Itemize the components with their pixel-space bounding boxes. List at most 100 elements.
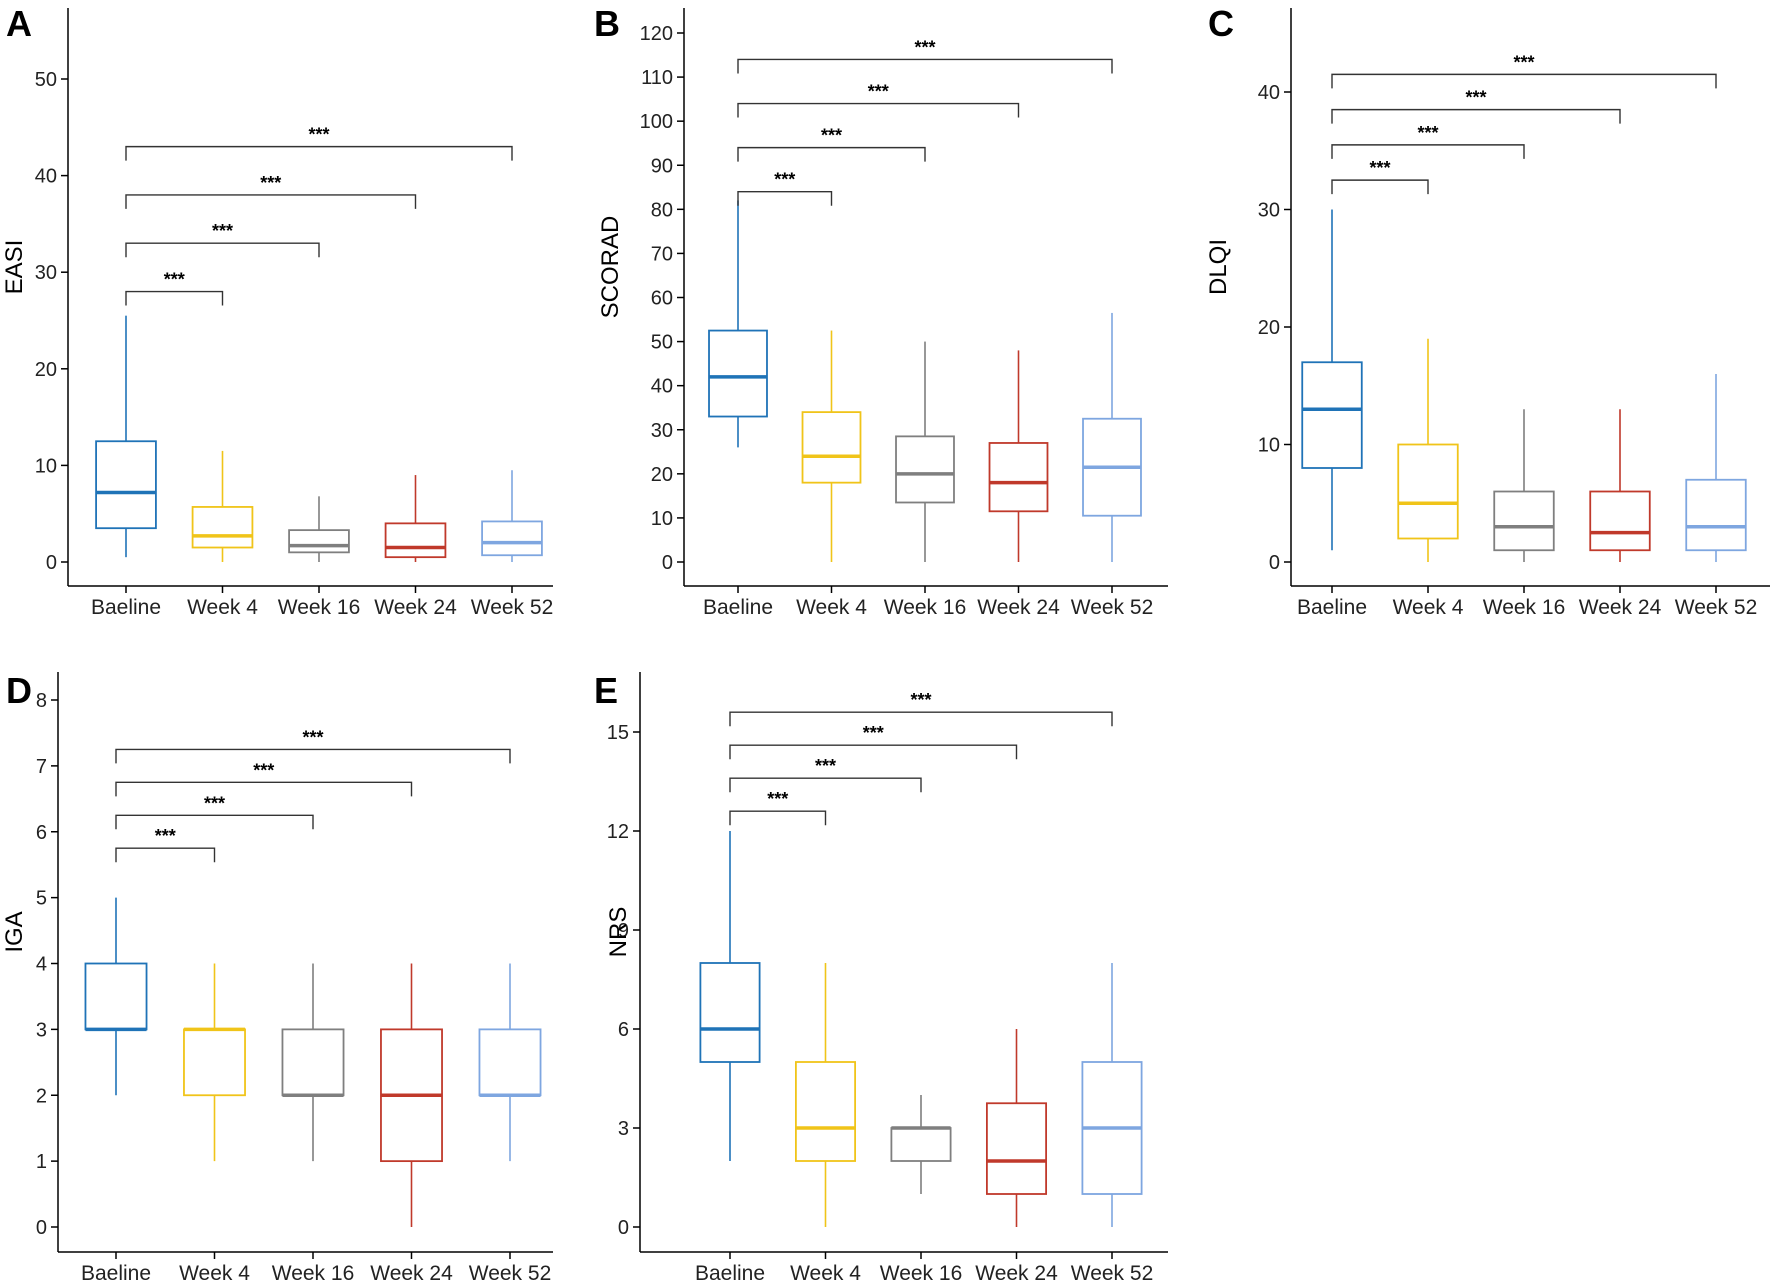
box-4 xyxy=(988,350,1049,562)
significance-label: *** xyxy=(308,125,329,145)
box-3 xyxy=(288,496,350,562)
significance-label: *** xyxy=(204,793,225,813)
bracket-line xyxy=(737,191,833,206)
significance-label: *** xyxy=(910,690,931,710)
bracket-line xyxy=(729,777,922,793)
bracket-line xyxy=(737,58,1113,74)
significance-bracket-2: *** xyxy=(115,793,314,830)
y-tick-label: 20 xyxy=(1258,317,1280,339)
bracket-line xyxy=(1331,73,1717,89)
iqr-box xyxy=(1685,478,1747,552)
box-3 xyxy=(890,1095,952,1194)
significance-label: *** xyxy=(815,756,836,776)
significance-label: *** xyxy=(1417,123,1438,143)
x-tick-label: Week 16 xyxy=(884,596,967,619)
x-tick-label: Week 24 xyxy=(370,1262,453,1285)
y-tick-label: 3 xyxy=(36,1019,47,1041)
y-tick-label: 0 xyxy=(1269,552,1280,574)
x-tick-label: Week 4 xyxy=(790,1262,861,1285)
iqr-box xyxy=(794,1061,857,1162)
box-1 xyxy=(95,315,157,558)
significance-bracket-3: *** xyxy=(115,760,413,797)
y-tick-label: 30 xyxy=(1258,200,1280,222)
y-tick-label: 10 xyxy=(1258,435,1280,457)
panel-letter: D xyxy=(6,670,32,711)
significance-label: *** xyxy=(302,727,323,747)
x-tick-label: Week 52 xyxy=(1675,596,1758,619)
y-tick-label: 0 xyxy=(662,552,673,574)
x-tick-label: Baeline xyxy=(81,1262,151,1285)
panel-a: A 0 10 20 30 40 50 EASI Baeline Week 4 Week 16 Week… xyxy=(1,3,553,619)
box-3 xyxy=(281,963,345,1162)
x-tick-label: Week 52 xyxy=(471,596,554,619)
significance-label: *** xyxy=(1369,158,1390,178)
y-tick-label: 5 xyxy=(36,888,47,910)
iqr-box xyxy=(481,520,543,557)
iqr-box xyxy=(183,1028,246,1097)
significance-bracket-4: *** xyxy=(1331,52,1717,89)
significance-bracket-1: *** xyxy=(737,170,833,206)
box-1 xyxy=(1301,209,1363,551)
iqr-box xyxy=(1493,490,1555,552)
x-tick-label: Week 16 xyxy=(1483,596,1566,619)
iqr-box xyxy=(288,529,350,554)
bracket-line xyxy=(125,194,417,209)
significance-bracket-4: *** xyxy=(125,125,513,161)
significance-label: *** xyxy=(767,789,788,809)
significance-bracket-2: *** xyxy=(125,221,320,258)
y-tick-label: 40 xyxy=(1258,82,1280,104)
x-tick-label: Week 24 xyxy=(374,596,457,619)
bracket-line xyxy=(737,146,926,162)
box-2 xyxy=(191,450,254,562)
y-tick-label: 0 xyxy=(36,1217,47,1239)
y-tick-label: 3 xyxy=(618,1118,629,1140)
y-axis-title: IGA xyxy=(1,911,28,952)
x-tick-label: Week 4 xyxy=(1393,596,1464,619)
iqr-box xyxy=(478,1028,542,1097)
y-axis-title: DLQI xyxy=(1205,239,1232,295)
box-4 xyxy=(1589,409,1651,562)
significance-bracket-2: *** xyxy=(1331,123,1525,159)
x-tick-label: Week 4 xyxy=(187,596,258,619)
significance-label: *** xyxy=(260,173,281,193)
panel-e: E 0 3 6 9 12 15 NRS Baeline Week 4 Week 16 Week 24 W… xyxy=(594,670,1168,1285)
iqr-box xyxy=(281,1028,345,1097)
significance-label: *** xyxy=(863,723,884,743)
significance-label: *** xyxy=(774,170,795,190)
significance-label: *** xyxy=(868,82,889,102)
iqr-box xyxy=(988,442,1049,513)
x-tick-label: Week 52 xyxy=(1071,1262,1154,1285)
box-1 xyxy=(699,831,761,1161)
significance-bracket-1: *** xyxy=(1331,158,1429,195)
bracket-line xyxy=(729,744,1018,760)
y-tick-label: 1 xyxy=(36,1151,47,1173)
y-axis-title: EASI xyxy=(1,240,28,295)
significance-label: *** xyxy=(914,37,935,57)
x-tick-label: Week 4 xyxy=(179,1262,250,1285)
significance-bracket-1: *** xyxy=(115,826,216,863)
y-tick-label: 20 xyxy=(651,464,673,486)
y-tick-label: 2 xyxy=(36,1085,47,1107)
significance-bracket-1: *** xyxy=(125,270,224,306)
y-tick-label: 7 xyxy=(36,756,47,778)
significance-bracket-3: *** xyxy=(729,723,1018,760)
significance-bracket-2: *** xyxy=(729,756,922,793)
box-5 xyxy=(1685,374,1747,562)
bracket-line xyxy=(125,242,320,258)
y-tick-label: 90 xyxy=(651,155,673,177)
y-tick-label: 8 xyxy=(36,690,47,712)
box-5 xyxy=(481,470,543,562)
bracket-line xyxy=(125,145,513,161)
y-tick-label: 80 xyxy=(651,199,673,221)
x-tick-label: Baeline xyxy=(695,1262,765,1285)
box-2 xyxy=(794,963,857,1227)
y-tick-label: 15 xyxy=(607,722,629,744)
box-2 xyxy=(801,330,862,562)
box-2 xyxy=(183,963,246,1162)
y-tick-label: 30 xyxy=(651,420,673,442)
panel-letter: B xyxy=(594,3,620,44)
significance-bracket-3: *** xyxy=(1331,88,1621,124)
significance-label: *** xyxy=(1513,52,1534,72)
y-tick-label: 60 xyxy=(651,288,673,310)
iqr-box xyxy=(699,962,761,1063)
